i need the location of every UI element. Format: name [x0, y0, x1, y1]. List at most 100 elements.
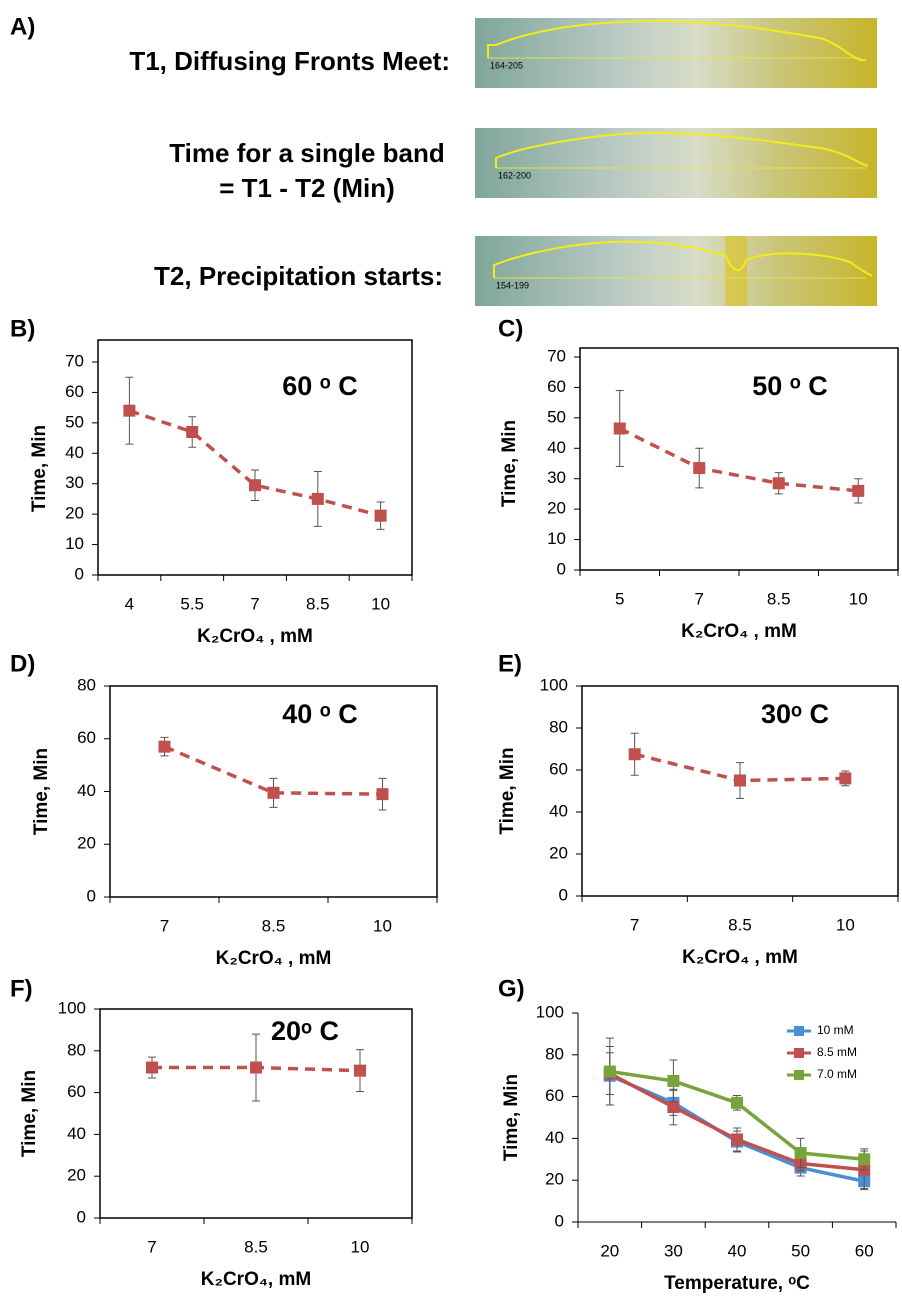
y-tick-label: 10: [65, 534, 84, 553]
x-tick-label: 7: [695, 589, 704, 608]
x-axis-label: K₂CrO₄, mM: [201, 1269, 311, 1290]
caption: T1, Diffusing Fronts Meet:: [129, 46, 450, 76]
y-tick-label: 60: [67, 1082, 86, 1101]
legend-marker: [794, 1048, 804, 1058]
x-axis-label: K₂CrO₄ , mM: [682, 947, 798, 968]
data-point: [667, 1074, 680, 1087]
series-line: [618, 426, 859, 493]
y-tick-label: 60: [547, 377, 566, 396]
legend-marker: [794, 1070, 804, 1080]
x-tick-label: 7: [250, 594, 259, 613]
y-axis-label: Time, Min: [31, 748, 52, 835]
data-point: [374, 509, 387, 522]
strip-label: 154-199: [496, 280, 529, 290]
y-tick-label: 0: [77, 1207, 86, 1226]
legend-label: 8.5 mM: [817, 1045, 857, 1059]
y-axis-label: Time, Min: [19, 1070, 40, 1157]
y-tick-label: 40: [545, 1128, 564, 1147]
y-tick-label: 20: [547, 499, 566, 518]
x-tick-label: 40: [728, 1241, 747, 1260]
data-point: [311, 492, 324, 505]
y-tick-label: 20: [545, 1170, 564, 1189]
x-tick-label: 8.5: [767, 589, 791, 608]
data-point: [146, 1061, 158, 1074]
caption: = T1 - T2 (Min): [219, 173, 395, 203]
data-point: [376, 788, 389, 801]
plot-frame: [579, 347, 899, 571]
x-axis-label: Temperature, ᵒC: [664, 1273, 810, 1294]
y-tick-label: 60: [65, 382, 84, 401]
y-tick-label: 100: [540, 675, 568, 694]
panel-label: F): [10, 975, 33, 1002]
data-point: [123, 404, 136, 417]
y-tick-label: 10: [547, 529, 566, 548]
x-tick-label: 7: [160, 916, 169, 935]
y-tick-label: 100: [536, 1002, 564, 1021]
x-axis-label: K₂CrO₄ , mM: [681, 621, 797, 642]
x-tick-label: 10: [836, 915, 855, 934]
data-point: [839, 772, 852, 785]
panel-label: A): [10, 13, 35, 40]
y-tick-label: 30: [65, 473, 84, 492]
y-axis-label: Time, Min: [499, 420, 520, 507]
y-tick-label: 0: [557, 559, 566, 578]
data-point: [731, 1133, 743, 1146]
panel-label: B): [10, 315, 35, 342]
x-tick-label: 7: [630, 915, 639, 934]
x-tick-label: 5: [615, 589, 624, 608]
x-tick-label: 10: [371, 594, 390, 613]
y-tick-label: 20: [77, 834, 96, 853]
chart-title: 40 ᵒ C: [282, 699, 358, 729]
panel-label: C): [498, 315, 523, 342]
data-point: [731, 1096, 743, 1109]
caption: T2, Precipitation starts:: [154, 261, 443, 291]
x-tick-label: 20: [600, 1241, 619, 1260]
y-axis-label: Time, Min: [501, 1074, 522, 1161]
chart-title: 60 ᵒ C: [282, 371, 358, 401]
x-tick-label: 8.5: [728, 915, 752, 934]
chart-title: 30ᵒ C: [761, 699, 829, 729]
data-point: [794, 1147, 807, 1160]
strip-image: 154-199: [475, 236, 877, 306]
y-tick-label: 20: [67, 1166, 86, 1185]
y-tick-label: 20: [65, 504, 84, 523]
y-tick-label: 50: [65, 412, 84, 431]
x-tick-label: 4: [125, 594, 134, 613]
y-tick-label: 0: [559, 885, 568, 904]
legend-marker: [794, 1026, 804, 1036]
data-point: [354, 1064, 366, 1077]
plot-frame: [97, 339, 413, 576]
y-tick-label: 60: [549, 759, 568, 778]
y-tick-label: 80: [549, 717, 568, 736]
data-point: [249, 479, 261, 492]
data-point: [858, 1153, 871, 1166]
x-tick-label: 8.5: [306, 594, 330, 613]
plot-frame: [99, 1008, 413, 1219]
x-tick-label: 8.5: [262, 916, 286, 935]
y-tick-label: 20: [549, 843, 568, 862]
data-point: [250, 1061, 262, 1074]
y-tick-label: 60: [545, 1086, 564, 1105]
data-point: [603, 1065, 616, 1078]
data-point: [628, 748, 641, 761]
x-tick-label: 8.5: [244, 1237, 268, 1256]
x-axis-label: K₂CrO₄ , mM: [216, 948, 332, 969]
data-point: [772, 477, 785, 490]
y-tick-label: 40: [65, 443, 84, 462]
y-axis-label: Time, Min: [497, 747, 518, 834]
y-tick-label: 100: [58, 998, 86, 1017]
x-tick-label: 60: [855, 1241, 874, 1260]
y-tick-label: 0: [87, 886, 96, 905]
legend-label: 10 mM: [817, 1023, 854, 1037]
y-tick-label: 30: [547, 468, 566, 487]
data-point: [267, 786, 280, 799]
y-tick-label: 70: [547, 346, 566, 365]
strip-label: 164-205: [490, 60, 523, 70]
y-tick-label: 80: [545, 1044, 564, 1063]
data-point: [613, 422, 626, 435]
x-tick-label: 7: [147, 1237, 156, 1256]
y-tick-label: 40: [547, 438, 566, 457]
plot-frame: [581, 685, 899, 897]
x-tick-label: 50: [791, 1241, 810, 1260]
panel-label: D): [10, 650, 35, 677]
